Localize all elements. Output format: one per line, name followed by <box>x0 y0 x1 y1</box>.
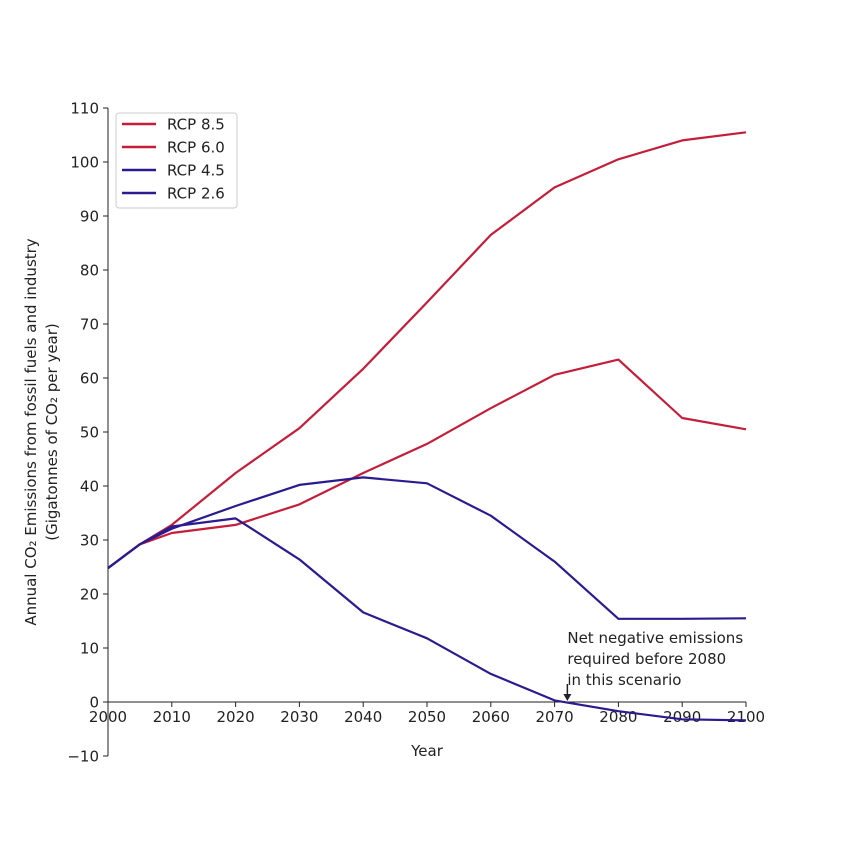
x-tick-label: 2020 <box>217 708 255 726</box>
y-tick-label: 80 <box>80 262 99 280</box>
annotation-layer: Net negative emissions required before 20… <box>563 629 743 701</box>
y-tick-label: 40 <box>80 478 99 496</box>
series-line-rcp-6-0 <box>107 358 747 569</box>
annotation-text-line: Net negative emissions <box>567 629 743 647</box>
y-tick-label: 0 <box>89 694 99 712</box>
y-tick-label: 70 <box>80 316 99 334</box>
x-tick-label: 2070 <box>536 708 574 726</box>
x-tick-label: 2050 <box>408 708 446 726</box>
x-tick-label: 2100 <box>727 708 765 726</box>
y-tick-label: 50 <box>80 424 99 442</box>
annotation-text-line: in this scenario <box>567 671 681 689</box>
series-line-rcp-4-5 <box>107 476 747 620</box>
legend-box <box>115 112 238 209</box>
x-tick-label: 2040 <box>344 708 382 726</box>
y-axis-label-line1: Annual CO₂ Emissions from fossil fuels a… <box>22 238 40 625</box>
x-tick-label: 2000 <box>89 708 127 726</box>
x-tick-label: 2010 <box>153 708 191 726</box>
series-line-rcp-2-6 <box>107 517 747 722</box>
y-tick-label: −10 <box>67 748 99 766</box>
x-tick-label: 2030 <box>280 708 318 726</box>
y-tick-label: 60 <box>80 370 99 388</box>
y-tick-label: 10 <box>80 640 99 658</box>
legend: RCP 8.5 RCP 6.0 RCP 4.5 RCP 2.6 <box>115 112 238 209</box>
series-layer <box>107 131 747 722</box>
legend-label: RCP 6.0 <box>167 139 225 157</box>
x-tick-label: 2090 <box>663 708 701 726</box>
y-tick-label: 20 <box>80 586 99 604</box>
x-tick-label: 2060 <box>472 708 510 726</box>
x-axis-label: Year <box>410 742 444 760</box>
series-line-rcp-8-5 <box>107 131 747 569</box>
y-tick-label: 110 <box>70 100 99 118</box>
legend-label: RCP 8.5 <box>167 116 225 134</box>
annotation-text-line: required before 2080 <box>567 650 726 668</box>
y-tick-label: 30 <box>80 532 99 550</box>
legend-label: RCP 4.5 <box>167 162 225 180</box>
annotation-arrow-head <box>563 694 572 701</box>
y-tick-label: 90 <box>80 208 99 226</box>
legend-label: RCP 2.6 <box>167 185 225 203</box>
y-tick-label: 100 <box>70 154 99 172</box>
y-axis-label-line2: (Gigatonnes of CO₂ per year) <box>43 323 61 541</box>
